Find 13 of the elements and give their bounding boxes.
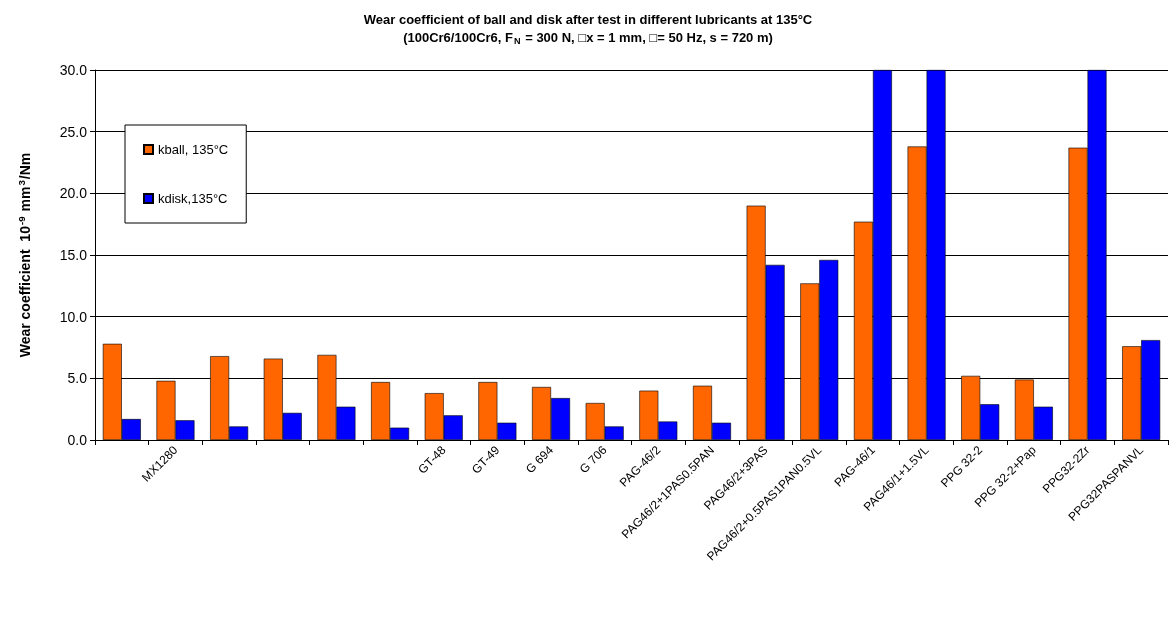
legend-label: kball, 135°C bbox=[158, 142, 229, 157]
y-tick-label: 0.0 bbox=[67, 432, 88, 448]
y-tick-label: 15.0 bbox=[59, 247, 88, 263]
legend-label: kdisk,135°C bbox=[158, 191, 228, 206]
x-tick-label: G 706 bbox=[576, 442, 610, 477]
y-axis-title: Wear coefficient 10-9 mm3/Nm bbox=[15, 152, 33, 358]
y-tick-label: 20.0 bbox=[59, 185, 88, 202]
y-tick-label: 30.0 bbox=[59, 62, 88, 78]
y-tick-label: 10.0 bbox=[59, 308, 88, 325]
x-tick-label: G 694 bbox=[522, 442, 557, 477]
chart-title: Wear coefficient of ball and disk after test in different lubricants at 135°C bbox=[363, 12, 813, 27]
y-tick-label: 5.0 bbox=[67, 370, 88, 387]
y-tick-label: 25.0 bbox=[59, 123, 88, 140]
